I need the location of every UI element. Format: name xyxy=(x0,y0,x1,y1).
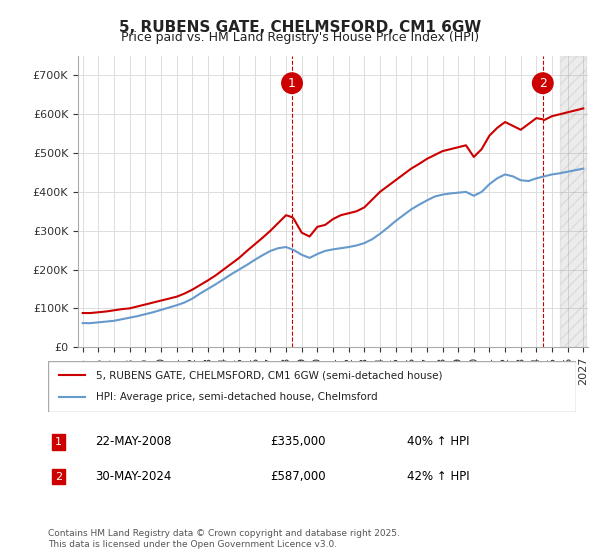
Text: 42% ↑ HPI: 42% ↑ HPI xyxy=(407,470,470,483)
Text: 2: 2 xyxy=(539,77,547,90)
Text: 2: 2 xyxy=(55,472,62,482)
Text: 1: 1 xyxy=(288,77,296,90)
Text: HPI: Average price, semi-detached house, Chelmsford: HPI: Average price, semi-detached house,… xyxy=(95,393,377,403)
Bar xyxy=(560,56,586,347)
Text: 40% ↑ HPI: 40% ↑ HPI xyxy=(407,435,470,449)
Text: 22-MAY-2008: 22-MAY-2008 xyxy=(95,435,172,449)
FancyBboxPatch shape xyxy=(48,361,576,412)
Text: Contains HM Land Registry data © Crown copyright and database right 2025.
This d: Contains HM Land Registry data © Crown c… xyxy=(48,529,400,549)
Text: Price paid vs. HM Land Registry's House Price Index (HPI): Price paid vs. HM Land Registry's House … xyxy=(121,31,479,44)
Text: 30-MAY-2024: 30-MAY-2024 xyxy=(95,470,172,483)
Text: 1: 1 xyxy=(55,437,62,447)
Text: £587,000: £587,000 xyxy=(270,470,325,483)
Text: £335,000: £335,000 xyxy=(270,435,325,449)
Text: 5, RUBENS GATE, CHELMSFORD, CM1 6GW (semi-detached house): 5, RUBENS GATE, CHELMSFORD, CM1 6GW (sem… xyxy=(95,370,442,380)
Text: 5, RUBENS GATE, CHELMSFORD, CM1 6GW: 5, RUBENS GATE, CHELMSFORD, CM1 6GW xyxy=(119,20,481,35)
